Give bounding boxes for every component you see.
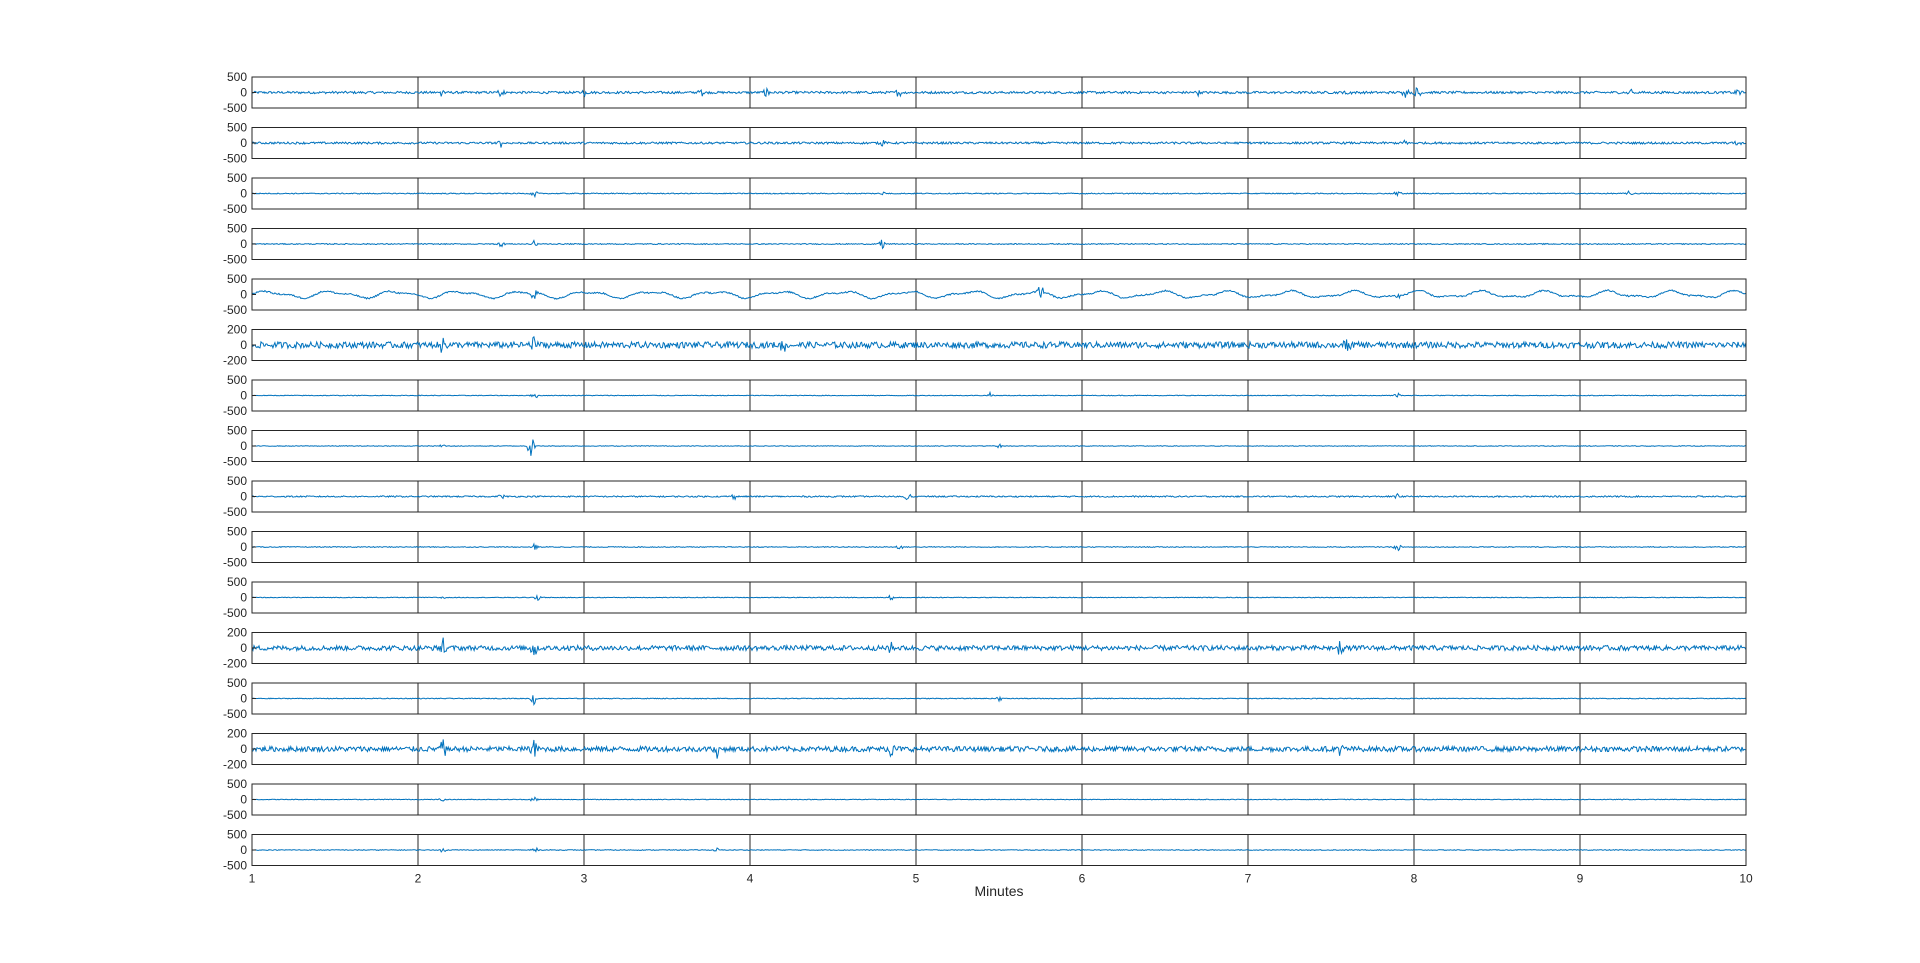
y-tick-label: -500 xyxy=(223,152,247,166)
y-tick-label: 0 xyxy=(240,288,247,302)
y-tick-label: 0 xyxy=(240,641,247,655)
signal-line xyxy=(251,593,1747,601)
y-tick-label: 500 xyxy=(227,373,247,387)
y-tick-label: 0 xyxy=(240,86,247,100)
channel-panel: 500 0-500 xyxy=(223,70,1747,115)
y-tick-label: 0 xyxy=(240,692,247,706)
channel-panel: 500 0-500 xyxy=(223,575,1747,620)
panel-frame xyxy=(251,278,1747,311)
x-tick-label: 10 xyxy=(1739,872,1753,886)
y-tick-label: 500 xyxy=(227,70,247,84)
channel-panel: 500 0-500 xyxy=(223,373,1747,418)
y-tick-label: 0 xyxy=(240,591,247,605)
y-tick-label: 200 xyxy=(227,727,247,741)
y-tick-label: 0 xyxy=(240,338,247,352)
y-tick-label: 500 xyxy=(227,525,247,539)
y-tick-label: 500 xyxy=(227,424,247,438)
y-tick-label: -500 xyxy=(223,253,247,267)
y-tick-label: -500 xyxy=(223,303,247,317)
y-tick-label: 500 xyxy=(227,575,247,589)
x-axis-label: Minutes xyxy=(974,883,1023,899)
y-tick-label: -500 xyxy=(223,606,247,620)
channel-panel: 500 0-500 xyxy=(223,171,1747,216)
y-tick-label: -500 xyxy=(223,707,247,721)
x-tick-label: 7 xyxy=(1245,872,1252,886)
y-tick-label: -500 xyxy=(223,859,247,873)
y-tick-label: 500 xyxy=(227,222,247,236)
y-tick-label: -200 xyxy=(223,758,247,772)
y-tick-label: -500 xyxy=(223,404,247,418)
y-tick-label: 0 xyxy=(240,742,247,756)
signal-line xyxy=(251,739,1746,759)
signal-line xyxy=(251,695,1747,706)
signal-line xyxy=(251,239,1747,250)
y-tick-label: 200 xyxy=(227,626,247,640)
signal-line xyxy=(251,139,1746,148)
y-tick-label: 500 xyxy=(227,777,247,791)
x-tick-label: 2 xyxy=(415,872,422,886)
y-tick-label: 500 xyxy=(227,474,247,488)
y-tick-label: -500 xyxy=(223,808,247,822)
x-axis: 1 2 3 4 5 6 7 8 9 10 xyxy=(249,861,1753,886)
signal-line xyxy=(251,439,1746,456)
y-tick-label: -200 xyxy=(223,657,247,671)
y-tick-label: 500 xyxy=(227,272,247,286)
x-tick-label: 1 xyxy=(249,872,256,886)
signal-line xyxy=(251,796,1746,802)
channel-panel: 500 0-500 xyxy=(223,272,1747,317)
y-tick-label: 500 xyxy=(227,676,247,690)
signal-line xyxy=(251,286,1747,300)
x-tick-label: 3 xyxy=(581,872,588,886)
channel-panels: 5000-5005000-5005000-5005000-5005000-500… xyxy=(223,70,1747,873)
y-tick-label: 0 xyxy=(240,439,247,453)
y-tick-label: 0 xyxy=(240,490,247,504)
y-tick-label: 200 xyxy=(227,323,247,337)
signal-line xyxy=(251,492,1747,501)
y-tick-label: 0 xyxy=(240,540,247,554)
y-tick-label: -500 xyxy=(223,202,247,216)
y-tick-label: 0 xyxy=(240,793,247,807)
y-tick-label: 500 xyxy=(227,171,247,185)
y-tick-label: -500 xyxy=(223,455,247,469)
y-tick-label: 0 xyxy=(240,389,247,403)
signal-line xyxy=(251,86,1747,98)
signal-line xyxy=(251,189,1747,199)
channel-panel: 500 0-500 xyxy=(223,676,1747,721)
x-tick-label: 5 xyxy=(913,872,920,886)
y-tick-label: 0 xyxy=(240,843,247,857)
x-tick-label: 8 xyxy=(1411,872,1418,886)
y-tick-label: -500 xyxy=(223,556,247,570)
signal-line xyxy=(251,846,1747,853)
x-tick-label: 9 xyxy=(1577,872,1584,886)
y-tick-label: -200 xyxy=(223,354,247,368)
signal-line xyxy=(251,390,1747,399)
channel-panel: 500 0-500 xyxy=(223,777,1747,822)
channel-panel: 500 0-500 xyxy=(223,474,1747,519)
signal-line xyxy=(251,542,1746,552)
y-tick-label: 0 xyxy=(240,187,247,201)
signal-line xyxy=(251,335,1747,353)
x-tick-label: 6 xyxy=(1079,872,1086,886)
x-tick-label: 4 xyxy=(747,872,754,886)
y-tick-label: 500 xyxy=(227,121,247,135)
y-tick-label: 0 xyxy=(240,237,247,251)
y-tick-label: -500 xyxy=(223,101,247,115)
y-tick-label: 0 xyxy=(240,136,247,150)
y-tick-label: 500 xyxy=(227,828,247,842)
y-tick-label: -500 xyxy=(223,505,247,519)
signal-line xyxy=(251,637,1747,656)
